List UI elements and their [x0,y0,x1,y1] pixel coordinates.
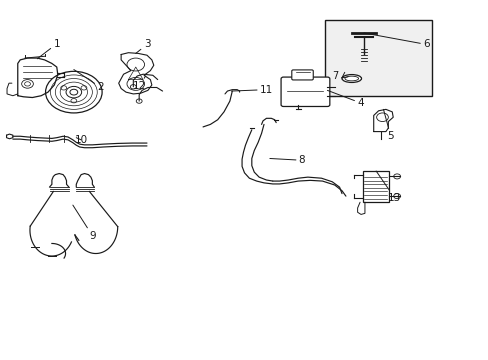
Text: 5: 5 [383,109,393,141]
Bar [362,171,388,202]
Text: 7: 7 [331,71,338,81]
FancyBboxPatch shape [281,77,329,107]
Text: 12: 12 [133,76,146,91]
FancyBboxPatch shape [291,70,313,80]
Ellipse shape [344,76,358,81]
Text: 2: 2 [74,69,104,93]
Text: 8: 8 [269,155,305,165]
Text: 11: 11 [231,85,272,95]
Ellipse shape [341,75,361,82]
Bar [325,21,431,96]
Text: 1: 1 [37,39,60,59]
Text: 10: 10 [75,135,87,145]
Text: 3: 3 [136,40,150,53]
Text: 9: 9 [73,205,96,240]
Text: 6: 6 [363,33,429,49]
Text: 13: 13 [375,171,401,203]
Text: 4: 4 [327,90,363,108]
